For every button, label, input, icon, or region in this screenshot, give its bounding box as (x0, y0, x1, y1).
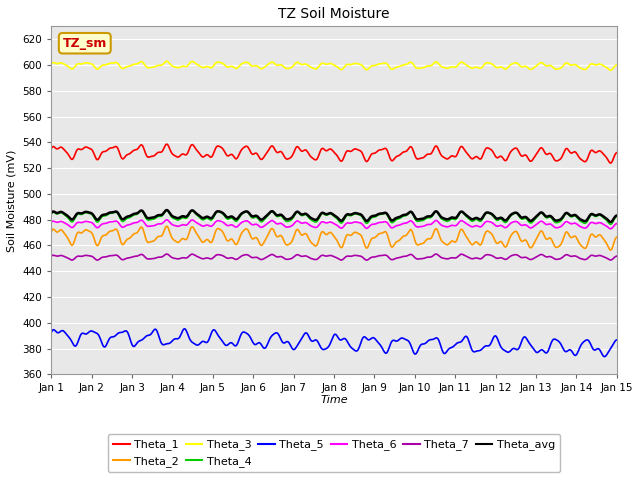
Theta_5 (436, 341, 444, 347)
Theta_avg (613, 213, 621, 218)
Theta_avg (607, 219, 614, 225)
Theta_5 (489, 336, 497, 342)
Theta_4 (436, 214, 444, 220)
Theta_3 (613, 62, 621, 68)
Theta_1 (276, 149, 284, 155)
Line: Theta_1: Theta_1 (51, 144, 617, 163)
Theta_2 (499, 241, 507, 247)
Theta_avg (105, 210, 113, 216)
Theta_7 (437, 254, 445, 260)
Theta_avg (499, 216, 507, 222)
Theta_5 (600, 354, 608, 360)
Theta_7 (47, 253, 55, 259)
Theta_2 (489, 233, 497, 239)
Theta_5 (613, 337, 621, 343)
Theta_6 (297, 220, 305, 226)
Theta_6 (436, 221, 444, 227)
Theta_7 (163, 251, 171, 257)
Theta_1 (489, 149, 497, 155)
Theta_4 (163, 207, 171, 213)
Theta_1 (436, 151, 444, 156)
Theta_2 (163, 223, 171, 229)
Theta_6 (163, 217, 171, 223)
Line: Theta_7: Theta_7 (51, 254, 617, 260)
Theta_1 (499, 156, 507, 161)
Theta_avg (276, 212, 284, 217)
Theta_5 (276, 336, 284, 341)
Theta_7 (613, 253, 621, 259)
Theta_5 (105, 336, 113, 342)
Theta_1 (105, 146, 113, 152)
Theta_1 (613, 150, 621, 156)
Theta_2 (607, 247, 614, 253)
Theta_avg (489, 212, 497, 218)
Theta_avg (297, 211, 305, 217)
Theta_2 (297, 231, 305, 237)
Theta_6 (613, 221, 621, 227)
Theta_avg (47, 210, 55, 216)
Title: TZ Soil Moisture: TZ Soil Moisture (278, 7, 390, 21)
Legend: Theta_1, Theta_2, Theta_3, Theta_4, Theta_5, Theta_6, Theta_7, Theta_avg: Theta_1, Theta_2, Theta_3, Theta_4, Thet… (108, 434, 561, 472)
Theta_6 (47, 219, 55, 225)
Theta_5 (47, 330, 55, 336)
Line: Theta_5: Theta_5 (51, 329, 617, 357)
Theta_2 (613, 234, 621, 240)
Theta_4 (105, 211, 113, 216)
Theta_6 (499, 224, 507, 229)
Line: Theta_2: Theta_2 (51, 226, 617, 250)
Theta_7 (363, 257, 371, 263)
Theta_6 (105, 219, 113, 225)
Theta_4 (613, 214, 621, 219)
Theta_4 (297, 212, 305, 218)
Line: Theta_3: Theta_3 (51, 61, 617, 70)
Theta_7 (490, 253, 497, 259)
X-axis label: Time: Time (320, 395, 348, 405)
Theta_3 (499, 65, 507, 71)
Theta_2 (276, 233, 284, 239)
Y-axis label: Soil Moisture (mV): Soil Moisture (mV) (7, 149, 17, 252)
Theta_avg (436, 213, 444, 219)
Theta_4 (489, 213, 497, 219)
Theta_2 (105, 229, 113, 235)
Theta_5 (499, 347, 507, 352)
Theta_avg (163, 207, 171, 213)
Theta_7 (297, 253, 305, 259)
Theta_3 (47, 61, 55, 67)
Theta_2 (47, 229, 55, 235)
Theta_1 (47, 146, 55, 152)
Theta_6 (489, 220, 497, 226)
Theta_1 (163, 141, 171, 147)
Theta_4 (276, 213, 284, 219)
Theta_7 (276, 253, 284, 259)
Theta_3 (105, 60, 113, 66)
Text: TZ_sm: TZ_sm (63, 37, 107, 50)
Theta_7 (500, 256, 508, 262)
Theta_3 (607, 67, 614, 73)
Theta_6 (276, 220, 284, 226)
Theta_4 (499, 218, 507, 224)
Theta_4 (607, 221, 614, 227)
Theta_3 (489, 62, 497, 68)
Line: Theta_6: Theta_6 (51, 220, 617, 229)
Theta_6 (607, 226, 614, 232)
Line: Theta_4: Theta_4 (51, 210, 617, 224)
Line: Theta_avg: Theta_avg (51, 210, 617, 222)
Theta_5 (180, 326, 188, 332)
Theta_1 (297, 148, 305, 154)
Theta_4 (47, 211, 55, 217)
Theta_3 (436, 63, 444, 69)
Theta_3 (297, 61, 305, 67)
Theta_3 (276, 62, 284, 68)
Theta_3 (163, 59, 171, 64)
Theta_5 (297, 337, 305, 343)
Theta_2 (436, 235, 444, 241)
Theta_7 (105, 253, 113, 259)
Theta_1 (607, 160, 614, 166)
